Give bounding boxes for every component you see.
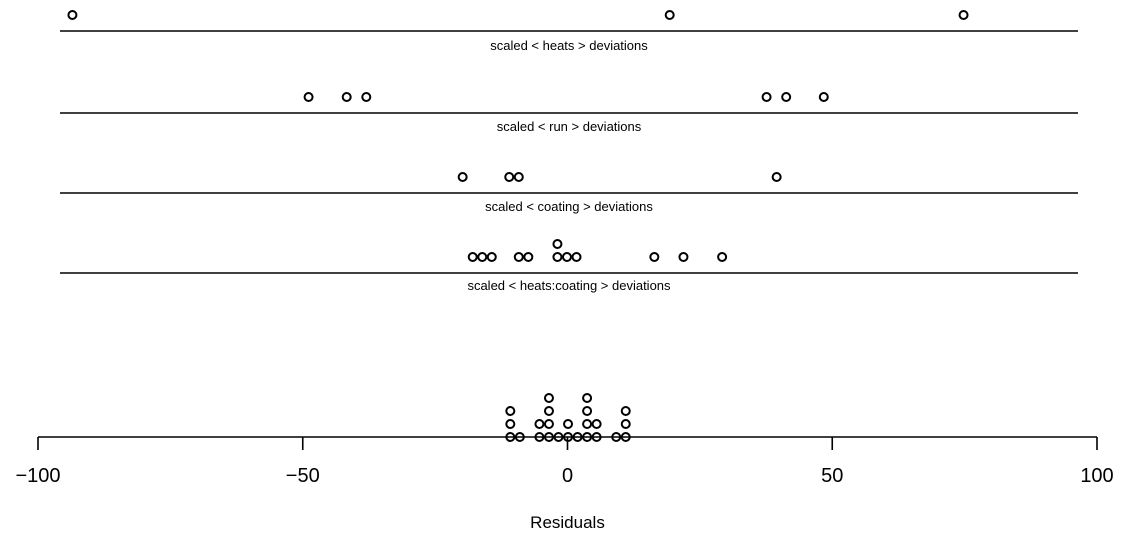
x-axis-tick-label: −100 <box>15 465 60 487</box>
strip-data-point <box>761 92 772 102</box>
strip-label: scaled < heats > deviations <box>490 38 648 53</box>
strip-data-point <box>341 92 352 102</box>
strip-data-point <box>477 252 488 262</box>
residual-data-point <box>505 406 516 416</box>
x-axis-tick-label: 50 <box>821 465 843 487</box>
strip-data-point <box>561 252 572 262</box>
strip-panel: scaled < run > deviations <box>60 92 1078 134</box>
strip-data-point <box>781 92 792 102</box>
strip-data-point <box>513 252 524 262</box>
residual-data-point <box>563 419 574 429</box>
strip-label: scaled < run > deviations <box>497 119 642 134</box>
strip-data-point <box>958 10 969 20</box>
x-axis-ticks: −100 −50 0 50 100 <box>15 437 1114 487</box>
strip-data-point <box>513 172 524 182</box>
residual-data-point <box>543 393 554 403</box>
strip-data-point <box>818 92 829 102</box>
strip-data-point <box>552 239 563 249</box>
residual-data-point <box>543 419 554 429</box>
strip-data-point <box>664 10 675 20</box>
strip-panel: scaled < heats:coating > deviations <box>60 239 1078 293</box>
strip-data-point <box>523 252 534 262</box>
x-axis: −100 −50 0 50 100 Residuals <box>15 436 1114 532</box>
residual-data-point <box>620 419 631 429</box>
strip-panel: scaled < coating > deviations <box>60 172 1078 214</box>
strip-data-point <box>552 252 563 262</box>
x-axis-title: Residuals <box>530 513 605 532</box>
strip-data-point <box>457 172 468 182</box>
residuals-panel <box>505 393 631 442</box>
strip-data-point <box>717 252 728 262</box>
strip-panels: scaled < heats > deviations scaled < run … <box>60 10 1078 293</box>
strip-data-point <box>486 252 497 262</box>
strip-data-point <box>649 252 660 262</box>
x-axis-tick-label: 0 <box>562 465 573 487</box>
residual-data-point <box>591 419 602 429</box>
residual-data-point <box>543 406 554 416</box>
residual-data-point <box>505 419 516 429</box>
residual-data-point <box>620 406 631 416</box>
strip-label: scaled < coating > deviations <box>485 199 653 214</box>
residual-data-point <box>582 393 593 403</box>
x-axis-tick-label: −50 <box>286 465 320 487</box>
strip-panel: scaled < heats > deviations <box>60 10 1078 53</box>
strip-data-point <box>361 92 372 102</box>
residual-data-point <box>582 419 593 429</box>
strip-data-point <box>678 252 689 262</box>
x-axis-tick-label: 100 <box>1080 465 1113 487</box>
strip-data-point <box>303 92 314 102</box>
residual-data-point <box>582 406 593 416</box>
residual-data-point <box>534 419 545 429</box>
strip-data-point <box>571 252 582 262</box>
strip-label: scaled < heats:coating > deviations <box>467 278 671 293</box>
strip-data-point <box>67 10 78 20</box>
strip-data-point <box>771 172 782 182</box>
strip-data-point <box>504 172 515 182</box>
strip-data-point <box>467 252 478 262</box>
